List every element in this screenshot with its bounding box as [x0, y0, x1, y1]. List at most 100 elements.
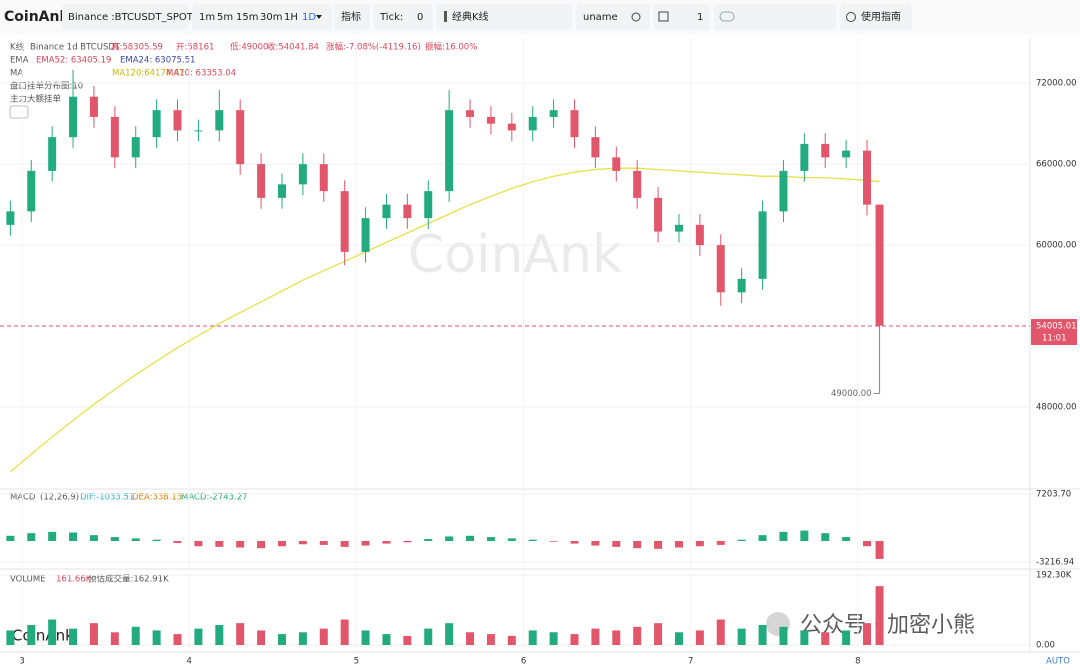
interval-box	[192, 4, 332, 30]
volume-bar	[486, 634, 495, 645]
indicator-box[interactable]	[334, 4, 370, 30]
volume-bar	[173, 634, 182, 645]
last-price: 54005.01	[1036, 322, 1077, 332]
volume-bar	[875, 586, 884, 645]
macd-bar	[215, 541, 224, 547]
volume-bar	[403, 635, 412, 645]
y-tick-label: 48000.00	[1036, 403, 1077, 413]
volume-bar	[152, 630, 161, 645]
candle-body	[110, 116, 119, 158]
volume-bar	[821, 632, 830, 645]
candle-body	[257, 164, 266, 198]
macd-bar	[654, 541, 663, 549]
candle-body	[6, 211, 15, 225]
low-label: 49000.00	[831, 389, 872, 399]
interval[interactable]: 5m	[217, 12, 233, 23]
interval[interactable]: 1H	[284, 12, 298, 23]
macd-bar	[445, 536, 454, 542]
volume-bar	[695, 630, 704, 645]
volume-bar	[570, 634, 579, 645]
help-icon	[846, 12, 856, 22]
macd-bar	[842, 537, 851, 542]
volume-bar	[445, 623, 454, 645]
macd-bar	[758, 535, 767, 542]
macd-dif: DIF:-1033.51	[80, 493, 134, 503]
macd-bar	[716, 541, 725, 545]
candle-body	[842, 150, 851, 158]
dropdown-arrow[interactable]	[316, 15, 322, 19]
y-tick-label: 66000.00	[1036, 160, 1077, 170]
macd-bar	[507, 538, 516, 542]
candle-body	[528, 116, 537, 131]
volume-bar	[528, 630, 537, 645]
candle-body	[758, 211, 767, 279]
macd-dea: DEA:338.13	[132, 493, 182, 503]
guide[interactable]: 使用指南	[861, 10, 901, 23]
price-tag	[1031, 319, 1077, 346]
volume-bar	[361, 630, 370, 645]
macd-bar	[612, 541, 621, 547]
user-box[interactable]	[576, 4, 650, 30]
interval[interactable]: 15m	[236, 12, 258, 23]
logo: CoinAnk	[4, 9, 69, 25]
symbol-box[interactable]	[62, 4, 188, 30]
candle-body	[674, 224, 683, 232]
candle-body	[424, 191, 433, 219]
chart-style[interactable]: 经典K线	[452, 10, 489, 23]
tick-value[interactable]: 0	[417, 12, 423, 23]
macd-bar	[110, 537, 119, 542]
interval[interactable]: 1m	[199, 12, 215, 23]
macd-bar	[591, 541, 600, 546]
countdown: 11:01	[1042, 334, 1067, 344]
macd-bar	[486, 537, 495, 542]
volume-bar	[6, 630, 15, 645]
volume-bar	[382, 634, 391, 645]
symbol[interactable]: Binance :BTCUSDT_SPOT	[68, 12, 194, 23]
interval[interactable]: 30m	[260, 12, 282, 23]
volume-bar	[863, 623, 872, 645]
user[interactable]: uname	[583, 12, 618, 23]
macd-bar	[737, 539, 746, 542]
volume-bar	[716, 619, 725, 645]
volume-bar	[131, 626, 140, 645]
macd-title: MACD	[10, 493, 36, 503]
macd-bar	[277, 541, 286, 547]
volume-bar	[215, 624, 224, 645]
collapse-button[interactable]	[9, 105, 29, 119]
candle-body	[89, 96, 98, 117]
candle-body	[800, 143, 809, 171]
tick-box[interactable]	[373, 4, 433, 30]
candle-body	[863, 150, 872, 205]
candle-body	[570, 110, 579, 138]
x-tick-label: 8	[855, 657, 860, 667]
legend-value: 开:58161	[176, 43, 214, 53]
layout-count[interactable]: 1	[697, 12, 703, 23]
volume-bar	[110, 632, 119, 645]
y-tick-label: 72000.00	[1036, 79, 1077, 89]
legend-label: 盘口挂单分布图:10	[10, 81, 83, 92]
scale-mode[interactable]: AUTO	[1046, 657, 1070, 667]
macd-bar	[152, 539, 161, 542]
legend-label: 主力大额挂单	[10, 94, 62, 105]
volume-bar	[674, 632, 683, 645]
candle-body	[69, 96, 78, 138]
macd-bar	[633, 541, 642, 549]
candle-body	[466, 110, 475, 117]
layout-box[interactable]	[653, 4, 710, 30]
macd-bar	[319, 541, 328, 545]
x-tick-label: 4	[187, 657, 192, 667]
candle-body	[131, 137, 140, 158]
y-tick-label: 0.00	[1036, 641, 1055, 651]
toggle[interactable]	[719, 11, 735, 22]
volume-bar	[48, 619, 57, 645]
toggle-box[interactable]	[714, 4, 836, 30]
eye-icon[interactable]	[631, 12, 641, 22]
style-box[interactable]	[436, 4, 572, 30]
guide-box[interactable]	[840, 4, 912, 30]
interval-active[interactable]: 1D	[302, 12, 316, 23]
volume-bar	[779, 626, 788, 645]
candle-body	[194, 130, 203, 132]
candle-body	[403, 204, 412, 219]
indicators[interactable]: 指标	[341, 10, 361, 23]
